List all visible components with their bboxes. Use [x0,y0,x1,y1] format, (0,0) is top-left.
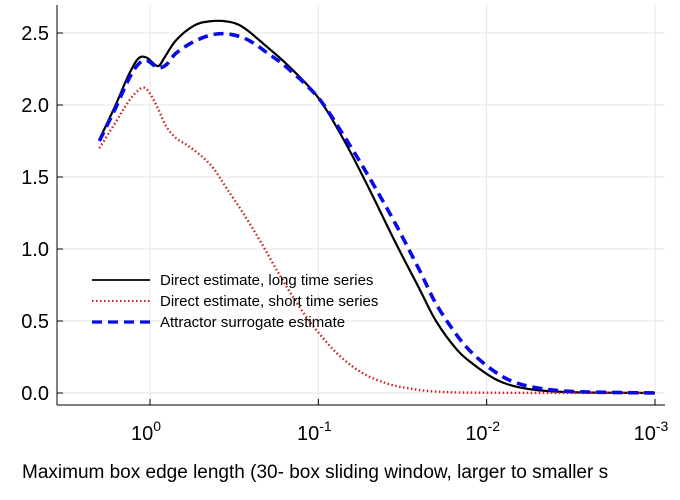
legend: Direct estimate, long time series Direct … [92,272,378,331]
x-tick-base: 10 [297,423,319,445]
y-ticks: 0.0 0.5 1.0 1.5 2.0 2.5 [21,23,49,405]
legend-label: Attractor surrogate estimate [160,314,345,331]
y-tick-label: 2.5 [21,23,49,45]
y-tick-label: 0.0 [21,383,49,405]
x-tick-label: 10-3 [634,418,669,445]
x-tick-exponent: -3 [656,418,669,434]
x-tick-label: 100 [131,418,161,445]
grid [57,5,665,405]
legend-label: Direct estimate, short time series [160,293,378,310]
series-lines [97,19,656,395]
x-tick-base: 10 [131,423,153,445]
series-line-2 [98,86,656,395]
x-ticks: 100 10-1 10-2 10-3 [131,418,669,445]
x-tick-exponent: 0 [153,418,161,434]
y-tick-label: 1.5 [21,167,49,189]
y-tick-label: 0.5 [21,311,49,333]
y-tick-label: 1.0 [21,239,49,261]
series-line-3 [97,31,656,395]
legend-label: Direct estimate, long time series [160,272,373,289]
x-tick-exponent: -2 [488,418,501,434]
x-tick-exponent: -1 [319,418,332,434]
x-tick-base: 10 [465,423,487,445]
series-line-1 [98,19,656,395]
axes [56,5,665,406]
y-tick-label: 2.0 [21,95,49,117]
x-axis-label: Maximum box edge length (30- box sliding… [22,462,608,483]
x-tick-label: 10-1 [297,418,332,445]
x-tick-label: 10-2 [465,418,500,445]
x-tick-base: 10 [634,423,656,445]
